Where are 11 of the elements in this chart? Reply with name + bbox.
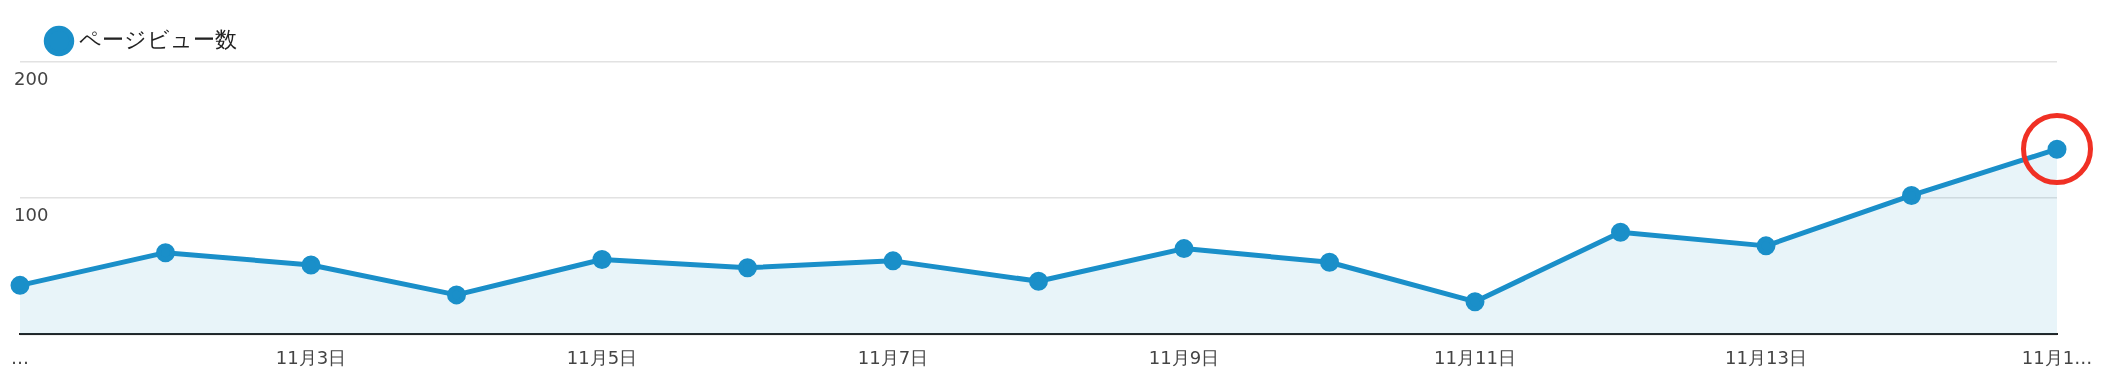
- x-tick-label: 11月1…: [2021, 346, 2093, 368]
- x-tick-label: 11月7日: [857, 346, 929, 368]
- x-tick-label: …: [11, 346, 29, 368]
- y-tick-label: 100: [14, 203, 49, 225]
- x-tick-label: 11月11日: [1434, 346, 1516, 368]
- y-tick-label: 200: [14, 67, 49, 89]
- x-tick-label: 11月5日: [566, 346, 638, 368]
- x-tick-label: 11月3日: [275, 346, 347, 368]
- x-tick-label: 11月13日: [1725, 346, 1807, 368]
- legend-label: ページビュー数: [79, 26, 237, 52]
- x-tick-label: 11月9日: [1148, 346, 1220, 368]
